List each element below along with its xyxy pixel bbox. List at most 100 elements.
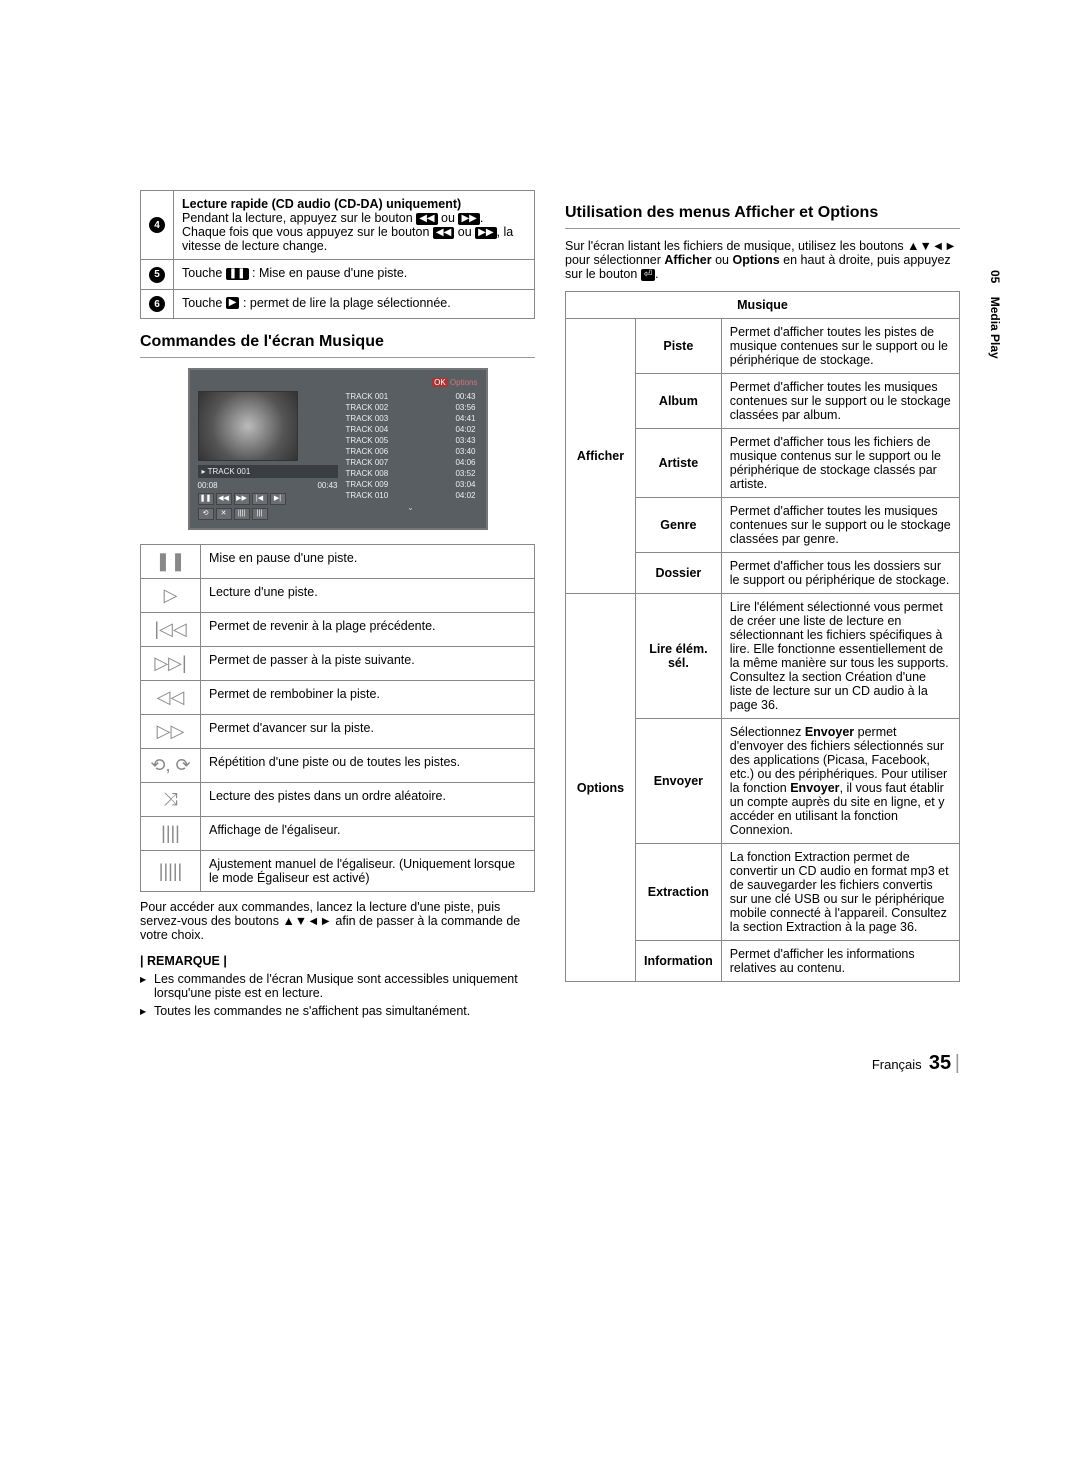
mock-control-button: ⟲ bbox=[198, 508, 214, 520]
divider bbox=[565, 228, 960, 229]
mock-control-button: ▶▶ bbox=[234, 493, 250, 505]
track-row: TRACK 00503:43 bbox=[344, 435, 478, 446]
track-row: TRACK 00704:06 bbox=[344, 457, 478, 468]
after-table-text: Pour accéder aux commandes, lancez la le… bbox=[140, 900, 535, 942]
control-description: Répétition d'une piste ou de toutes les … bbox=[201, 749, 535, 783]
section-title-commands: Commandes de l'écran Musique bbox=[140, 333, 535, 351]
side-chapter-label: 05 Media Play bbox=[988, 270, 1002, 359]
now-playing-track: TRACK 001 bbox=[208, 467, 251, 476]
left-column: 4 Lecture rapide (CD audio (CD-DA) uniqu… bbox=[140, 190, 535, 1022]
mock-control-button: |◀ bbox=[252, 493, 268, 505]
control-description: Permet de passer à la piste suivante. bbox=[201, 647, 535, 681]
mock-control-button: ▶| bbox=[270, 493, 286, 505]
right-column: Utilisation des menus Afficher et Option… bbox=[565, 190, 960, 1022]
control-description: Permet d'avancer sur la piste. bbox=[201, 715, 535, 749]
option-key: Lire élém. sél. bbox=[636, 594, 722, 719]
table-row: 6 Touche ▶ : permet de lire la plage sél… bbox=[141, 289, 535, 319]
time-elapsed: 00:08 bbox=[198, 481, 218, 490]
chevron-down-icon: ⌄ bbox=[344, 503, 478, 512]
option-key: Extraction bbox=[636, 844, 722, 941]
group-options: Options bbox=[566, 594, 636, 982]
option-desc: Permet d'afficher les informations relat… bbox=[721, 941, 959, 982]
control-icon: ⤨ bbox=[163, 789, 177, 810]
enter-icon: ⏎ bbox=[641, 269, 655, 281]
footer-bar-icon: | bbox=[955, 1052, 960, 1074]
control-icon: ||||| bbox=[159, 861, 182, 882]
control-row: ⟲✕||||||| bbox=[198, 508, 338, 520]
control-description: Mise en pause d'une piste. bbox=[201, 545, 535, 579]
options-label: Options bbox=[450, 378, 478, 387]
control-description: Lecture d'une piste. bbox=[201, 579, 535, 613]
table-row: 4 Lecture rapide (CD audio (CD-DA) uniqu… bbox=[141, 191, 535, 260]
table-row: ||||Affichage de l'égaliseur. bbox=[141, 817, 535, 851]
table-row: ▷▷| Permet de passer à la piste suivante. bbox=[141, 647, 535, 681]
musique-table: Musique AfficherPistePermet d'afficher t… bbox=[565, 291, 960, 982]
cd-art-icon bbox=[198, 391, 298, 461]
option-key: Envoyer bbox=[636, 719, 722, 844]
remarque-heading: | REMARQUE | bbox=[140, 954, 535, 968]
option-key: Dossier bbox=[636, 553, 722, 594]
side-chapter-text: Media Play bbox=[988, 297, 1002, 359]
option-key: Genre bbox=[636, 498, 722, 553]
rewind-icon: ◀◀ bbox=[416, 213, 437, 225]
track-row: TRACK 00603:40 bbox=[344, 446, 478, 457]
table-row: ▷ Lecture d'une piste. bbox=[141, 579, 535, 613]
control-description: Ajustement manuel de l'égaliseur. (Uniqu… bbox=[201, 851, 535, 892]
control-icon: ⟲, ⟳ bbox=[150, 755, 190, 776]
table-row: ⟲, ⟳ Répétition d'une piste ou de toutes … bbox=[141, 749, 535, 783]
mock-control-button: ||| bbox=[252, 508, 268, 520]
mock-control-button: ❚❚ bbox=[198, 493, 214, 505]
track-row: TRACK 01004:02 bbox=[344, 490, 478, 501]
control-description: Permet de revenir à la plage précédente. bbox=[201, 613, 535, 647]
table-header: Musique bbox=[566, 292, 960, 319]
option-desc: Lire l'élément sélectionné vous permet d… bbox=[721, 594, 959, 719]
play-icon: ▶ bbox=[226, 297, 240, 309]
page-footer: Français 35 | bbox=[140, 1052, 960, 1075]
divider bbox=[140, 357, 535, 358]
ffwd-icon: ▶▶ bbox=[475, 227, 496, 239]
ffwd-icon: ▶▶ bbox=[458, 213, 479, 225]
table-row: ◁◁ Permet de rembobiner la piste. bbox=[141, 681, 535, 715]
track-row: TRACK 00304:41 bbox=[344, 413, 478, 424]
control-icon: |◁◁ bbox=[154, 619, 186, 640]
control-description: Lecture des pistes dans un ordre aléatoi… bbox=[201, 783, 535, 817]
table-row: ▷▷Permet d'avancer sur la piste. bbox=[141, 715, 535, 749]
option-desc: Permet d'afficher toutes les musiques co… bbox=[721, 498, 959, 553]
control-icon: ▷▷| bbox=[154, 653, 186, 674]
intro-text: Sur l'écran listant les fichiers de musi… bbox=[565, 239, 960, 281]
note-item: Toutes les commandes ne s'affichent pas … bbox=[140, 1004, 535, 1018]
mock-control-button: ◀◀ bbox=[216, 493, 232, 505]
control-icon: ❚❚ bbox=[155, 551, 185, 572]
option-key: Album bbox=[636, 374, 722, 429]
num-badge: 5 bbox=[149, 267, 165, 283]
table-row: ||||| Ajustement manuel de l'égaliseur. (… bbox=[141, 851, 535, 892]
option-desc: Sélectionnez Envoyer permet d'envoyer de… bbox=[721, 719, 959, 844]
option-desc: Permet d'afficher tous les fichiers de m… bbox=[721, 429, 959, 498]
control-icon: ◁◁ bbox=[157, 687, 185, 708]
mock-control-button: ✕ bbox=[216, 508, 232, 520]
table-row: ⤨ Lecture des pistes dans un ordre aléato… bbox=[141, 783, 535, 817]
option-key: Artiste bbox=[636, 429, 722, 498]
music-screen-mock: OK Options ▸ TRACK 001 00:0800:43 ❚❚◀◀▶▶… bbox=[188, 368, 488, 530]
track-row: TRACK 00803:52 bbox=[344, 468, 478, 479]
footer-page-num: 35 bbox=[929, 1052, 951, 1074]
rewind-icon: ◀◀ bbox=[433, 227, 454, 239]
row-text: Pendant la lecture, appuyez sur le bouto… bbox=[182, 211, 416, 225]
control-icon: |||| bbox=[161, 823, 180, 844]
control-row: ❚❚◀◀▶▶|◀▶| bbox=[198, 493, 338, 505]
group-afficher: Afficher bbox=[566, 319, 636, 594]
control-icon: ▷ bbox=[164, 585, 178, 606]
track-row: TRACK 00404:02 bbox=[344, 424, 478, 435]
option-desc: Permet d'afficher toutes les musiques co… bbox=[721, 374, 959, 429]
option-desc: La fonction Extraction permet de convert… bbox=[721, 844, 959, 941]
option-desc: Permet d'afficher tous les dossiers sur … bbox=[721, 553, 959, 594]
control-description: Permet de rembobiner la piste. bbox=[201, 681, 535, 715]
num-badge: 4 bbox=[149, 217, 165, 233]
ok-icon: OK bbox=[432, 378, 448, 387]
num-badge: 6 bbox=[149, 296, 165, 312]
time-total: 00:43 bbox=[317, 481, 337, 490]
icon-description-table: ❚❚ Mise en pause d'une piste. ▷ Lecture d'u… bbox=[140, 544, 535, 892]
side-chapter-num: 05 bbox=[988, 270, 1002, 283]
section-title-menus: Utilisation des menus Afficher et Option… bbox=[565, 204, 960, 222]
table-row: |◁◁ Permet de revenir à la plage précéden… bbox=[141, 613, 535, 647]
